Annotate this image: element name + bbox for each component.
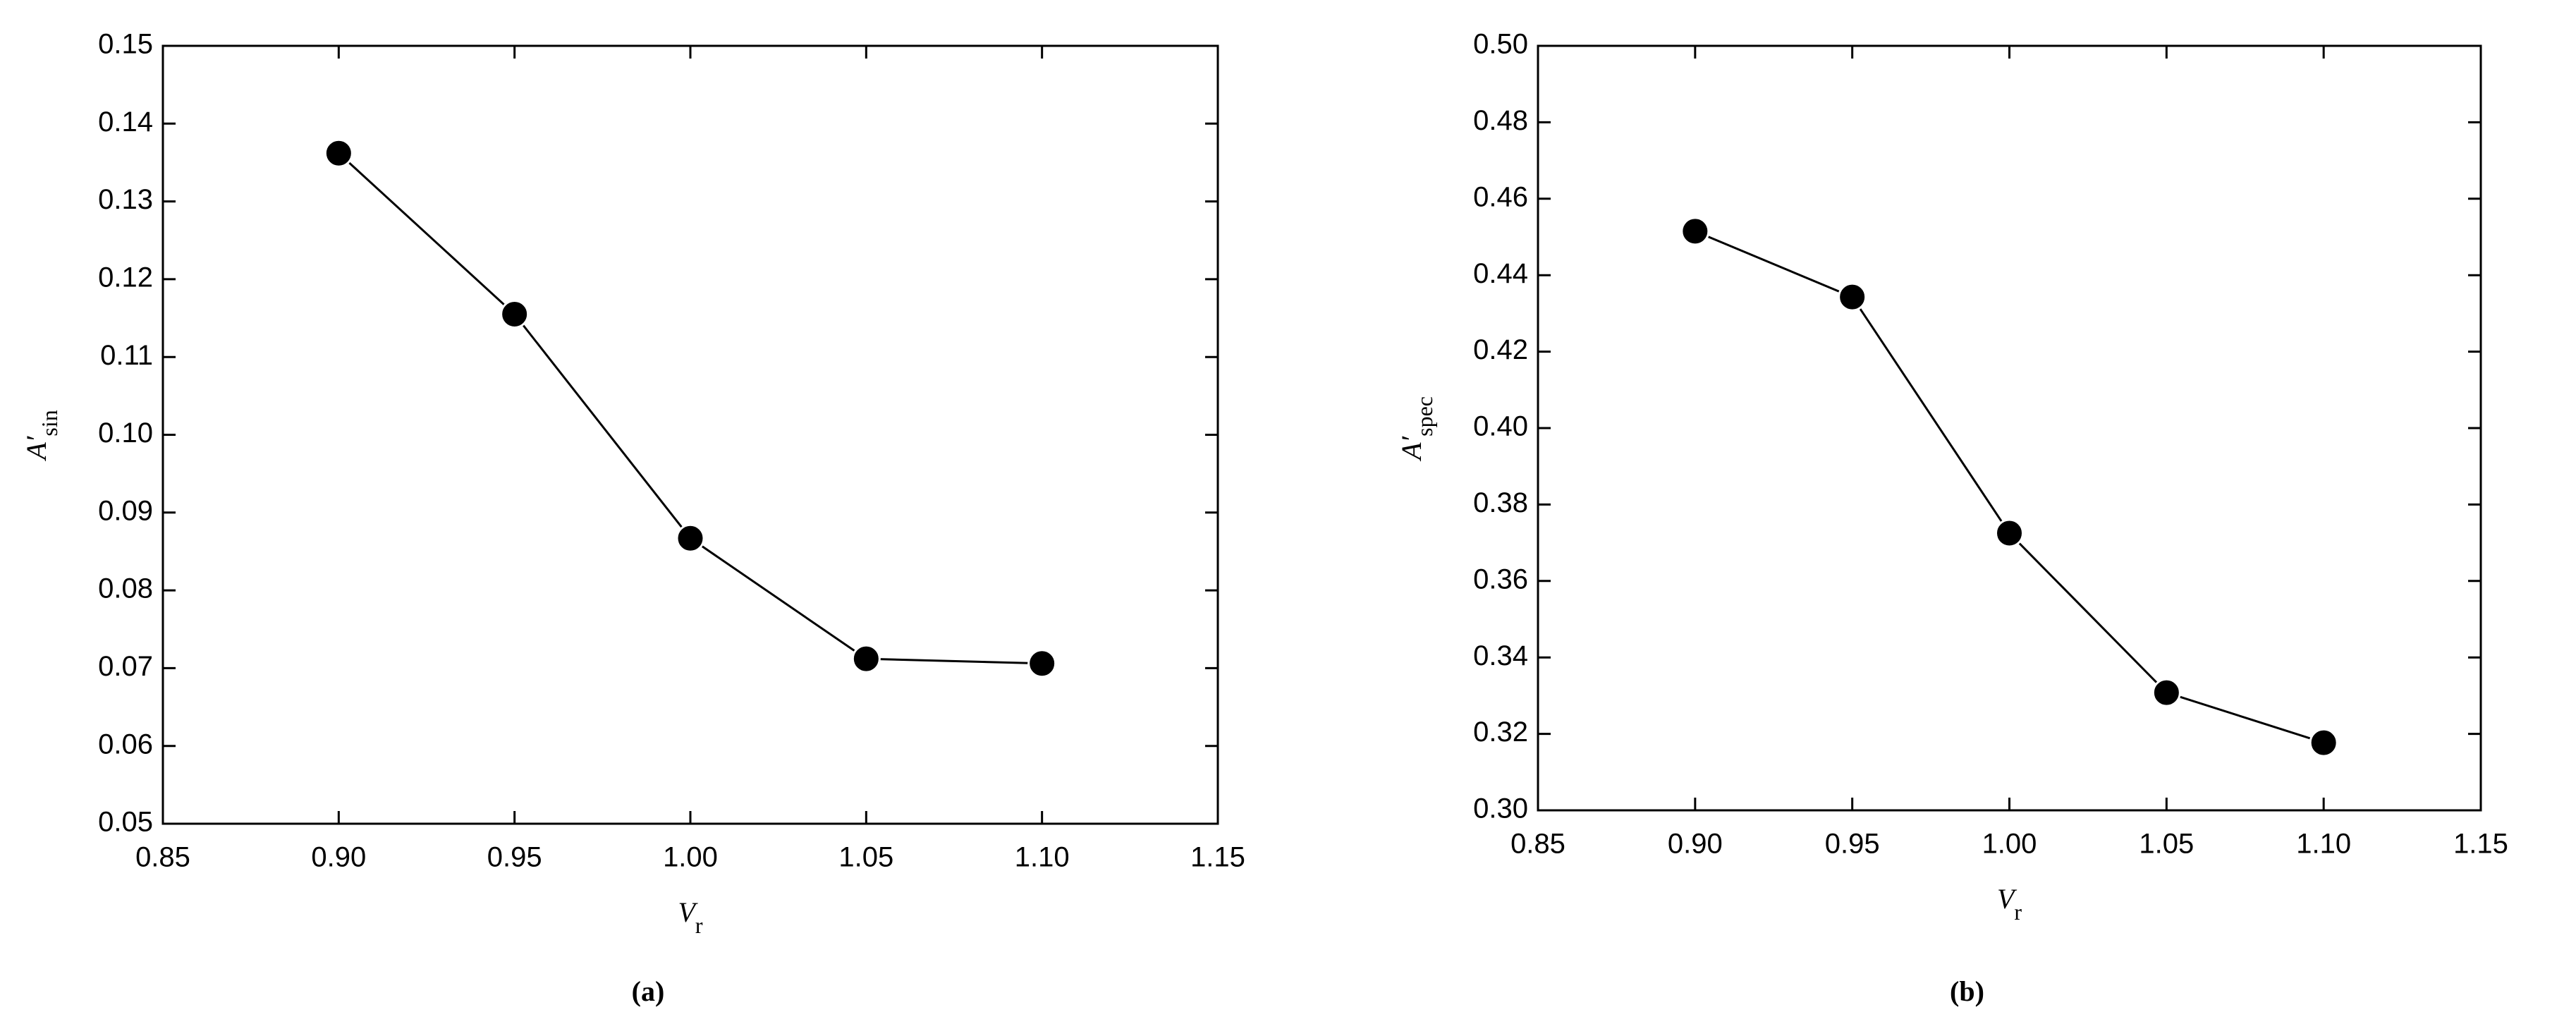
x-label-sub: r bbox=[695, 913, 703, 938]
y-label-sub: spec bbox=[1412, 396, 1437, 437]
x-tick-label: 0.95 bbox=[487, 842, 542, 873]
y-axis-label: A′spec bbox=[1396, 396, 1437, 462]
x-label-main: V bbox=[1997, 883, 2018, 915]
x-tick-label: 1.15 bbox=[1190, 842, 1245, 873]
x-axis-label: Vr bbox=[1997, 883, 2022, 925]
y-label-sub: sin bbox=[37, 410, 62, 436]
y-label-main: A′ bbox=[1396, 436, 1427, 462]
y-tick-label: 0.50 bbox=[1473, 29, 1528, 60]
data-point bbox=[2151, 678, 2181, 707]
x-tick-label: 0.90 bbox=[311, 842, 366, 873]
data-point bbox=[1995, 518, 2024, 548]
x-tick-label: 0.85 bbox=[1510, 829, 1565, 860]
x-tick-label: 1.05 bbox=[838, 842, 893, 873]
y-tick-label: 0.08 bbox=[98, 573, 153, 604]
y-tick-label: 0.30 bbox=[1473, 793, 1528, 824]
data-point bbox=[676, 523, 705, 553]
plot-frame bbox=[1537, 44, 2482, 812]
x-tick-label: 1.00 bbox=[663, 842, 718, 873]
x-tick-label: 0.95 bbox=[1825, 829, 1880, 860]
y-tick-label: 0.14 bbox=[98, 106, 153, 138]
y-tick-label: 0.13 bbox=[98, 184, 153, 215]
series-line bbox=[338, 152, 1042, 665]
data-point bbox=[1680, 217, 1710, 246]
y-tick-label: 0.36 bbox=[1473, 563, 1528, 595]
x-tick-label: 1.15 bbox=[2453, 829, 2508, 860]
y-label-main: A′ bbox=[20, 435, 52, 461]
y-tick-label: 0.48 bbox=[1473, 105, 1528, 136]
y-tick-label: 0.42 bbox=[1473, 334, 1528, 365]
caption: (b) bbox=[1950, 975, 1984, 1007]
x-tick-label: 1.05 bbox=[2139, 829, 2194, 860]
y-tick-label: 0.05 bbox=[98, 807, 153, 838]
y-tick-label: 0.46 bbox=[1473, 181, 1528, 212]
y-tick-label: 0.38 bbox=[1473, 487, 1528, 518]
x-tick-label: 0.90 bbox=[1668, 829, 1723, 860]
y-tick-label: 0.09 bbox=[98, 495, 153, 526]
data-point bbox=[2309, 728, 2338, 757]
y-axis-label: A′sin bbox=[20, 410, 62, 462]
y-tick-label: 0.40 bbox=[1473, 411, 1528, 442]
y-tick-label: 0.11 bbox=[100, 340, 153, 371]
x-tick-label: 1.10 bbox=[1015, 842, 1070, 873]
x-label-sub: r bbox=[2014, 899, 2022, 925]
x-axis-label: Vr bbox=[678, 896, 702, 938]
data-point bbox=[324, 138, 353, 168]
data-point bbox=[500, 300, 530, 329]
x-tick-label: 0.85 bbox=[135, 842, 190, 873]
x-label-main: V bbox=[678, 896, 698, 928]
y-tick-label: 0.15 bbox=[98, 29, 153, 60]
y-tick-label: 0.06 bbox=[98, 729, 153, 760]
data-point bbox=[1838, 282, 1867, 312]
y-tick-label: 0.10 bbox=[98, 418, 153, 449]
x-tick-label: 1.10 bbox=[2296, 829, 2351, 860]
y-tick-label: 0.07 bbox=[98, 651, 153, 682]
y-tick-label: 0.32 bbox=[1473, 717, 1528, 748]
x-tick-label: 1.00 bbox=[1982, 829, 2037, 860]
data-point bbox=[1027, 649, 1057, 678]
series-line bbox=[1695, 230, 2324, 744]
y-tick-label: 0.44 bbox=[1473, 258, 1528, 289]
caption: (a) bbox=[632, 975, 665, 1007]
y-tick-label: 0.12 bbox=[98, 262, 153, 293]
y-tick-label: 0.34 bbox=[1473, 640, 1528, 671]
data-point bbox=[851, 644, 881, 674]
plot-frame bbox=[161, 44, 1219, 825]
